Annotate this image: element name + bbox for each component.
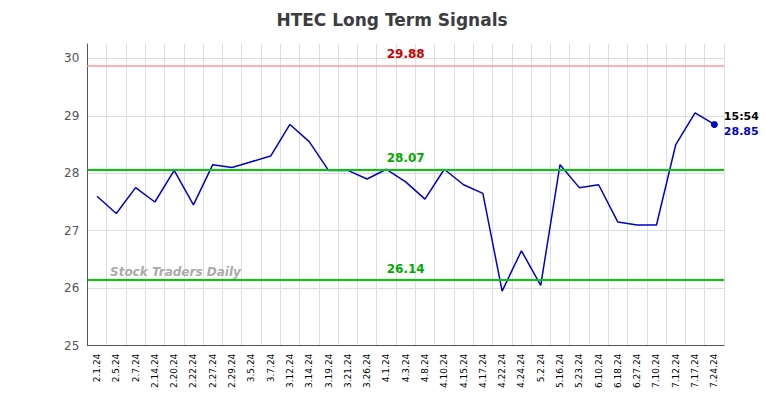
svg-text:2.7.24: 2.7.24 (131, 353, 141, 382)
svg-text:28.07: 28.07 (387, 151, 425, 165)
svg-text:7.12.24: 7.12.24 (671, 353, 681, 388)
svg-text:26: 26 (64, 281, 79, 295)
svg-text:5.16.24: 5.16.24 (555, 353, 565, 388)
svg-text:26.14: 26.14 (387, 262, 425, 276)
svg-text:3.5.24: 3.5.24 (246, 353, 256, 382)
svg-text:2.1.24: 2.1.24 (92, 353, 102, 382)
svg-text:4.8.24: 4.8.24 (420, 353, 430, 382)
svg-text:4.17.24: 4.17.24 (478, 353, 488, 388)
svg-text:6.27.24: 6.27.24 (632, 353, 642, 388)
svg-text:4.10.24: 4.10.24 (439, 353, 449, 388)
svg-text:4.22.24: 4.22.24 (497, 353, 507, 388)
svg-text:3.21.24: 3.21.24 (343, 353, 353, 388)
svg-text:4.24.24: 4.24.24 (516, 353, 526, 388)
svg-text:29.88: 29.88 (387, 47, 425, 61)
svg-text:HTEC Long Term Signals: HTEC Long Term Signals (276, 10, 507, 30)
svg-text:3.26.24: 3.26.24 (362, 353, 372, 388)
svg-text:5.2.24: 5.2.24 (536, 353, 546, 382)
svg-text:29: 29 (64, 109, 79, 123)
svg-text:6.10.24: 6.10.24 (594, 353, 604, 388)
svg-text:4.1.24: 4.1.24 (381, 353, 391, 382)
svg-text:4.15.24: 4.15.24 (459, 353, 469, 388)
svg-text:3.19.24: 3.19.24 (324, 353, 334, 388)
svg-text:2.20.24: 2.20.24 (169, 353, 179, 388)
svg-text:3.12.24: 3.12.24 (285, 353, 295, 388)
svg-text:2.29.24: 2.29.24 (227, 353, 237, 388)
svg-text:2.14.24: 2.14.24 (150, 353, 160, 388)
svg-text:25: 25 (64, 339, 79, 353)
svg-text:27: 27 (64, 224, 79, 238)
svg-text:28: 28 (64, 166, 79, 180)
svg-text:7.17.24: 7.17.24 (690, 353, 700, 388)
svg-text:3.14.24: 3.14.24 (304, 353, 314, 388)
svg-text:2.27.24: 2.27.24 (208, 353, 218, 388)
svg-text:2.22.24: 2.22.24 (188, 353, 198, 388)
svg-text:7.24.24: 7.24.24 (709, 353, 719, 388)
svg-text:7.10.24: 7.10.24 (651, 353, 661, 388)
svg-text:28.85: 28.85 (724, 125, 759, 138)
svg-text:5.23.24: 5.23.24 (574, 353, 584, 388)
svg-text:30: 30 (64, 51, 79, 65)
svg-text:Stock Traders Daily: Stock Traders Daily (110, 265, 242, 279)
svg-text:6.18.24: 6.18.24 (613, 353, 623, 388)
svg-text:4.3.24: 4.3.24 (401, 353, 411, 382)
svg-text:15:54: 15:54 (724, 110, 759, 123)
svg-text:3.7.24: 3.7.24 (266, 353, 276, 382)
svg-text:2.5.24: 2.5.24 (111, 353, 121, 382)
